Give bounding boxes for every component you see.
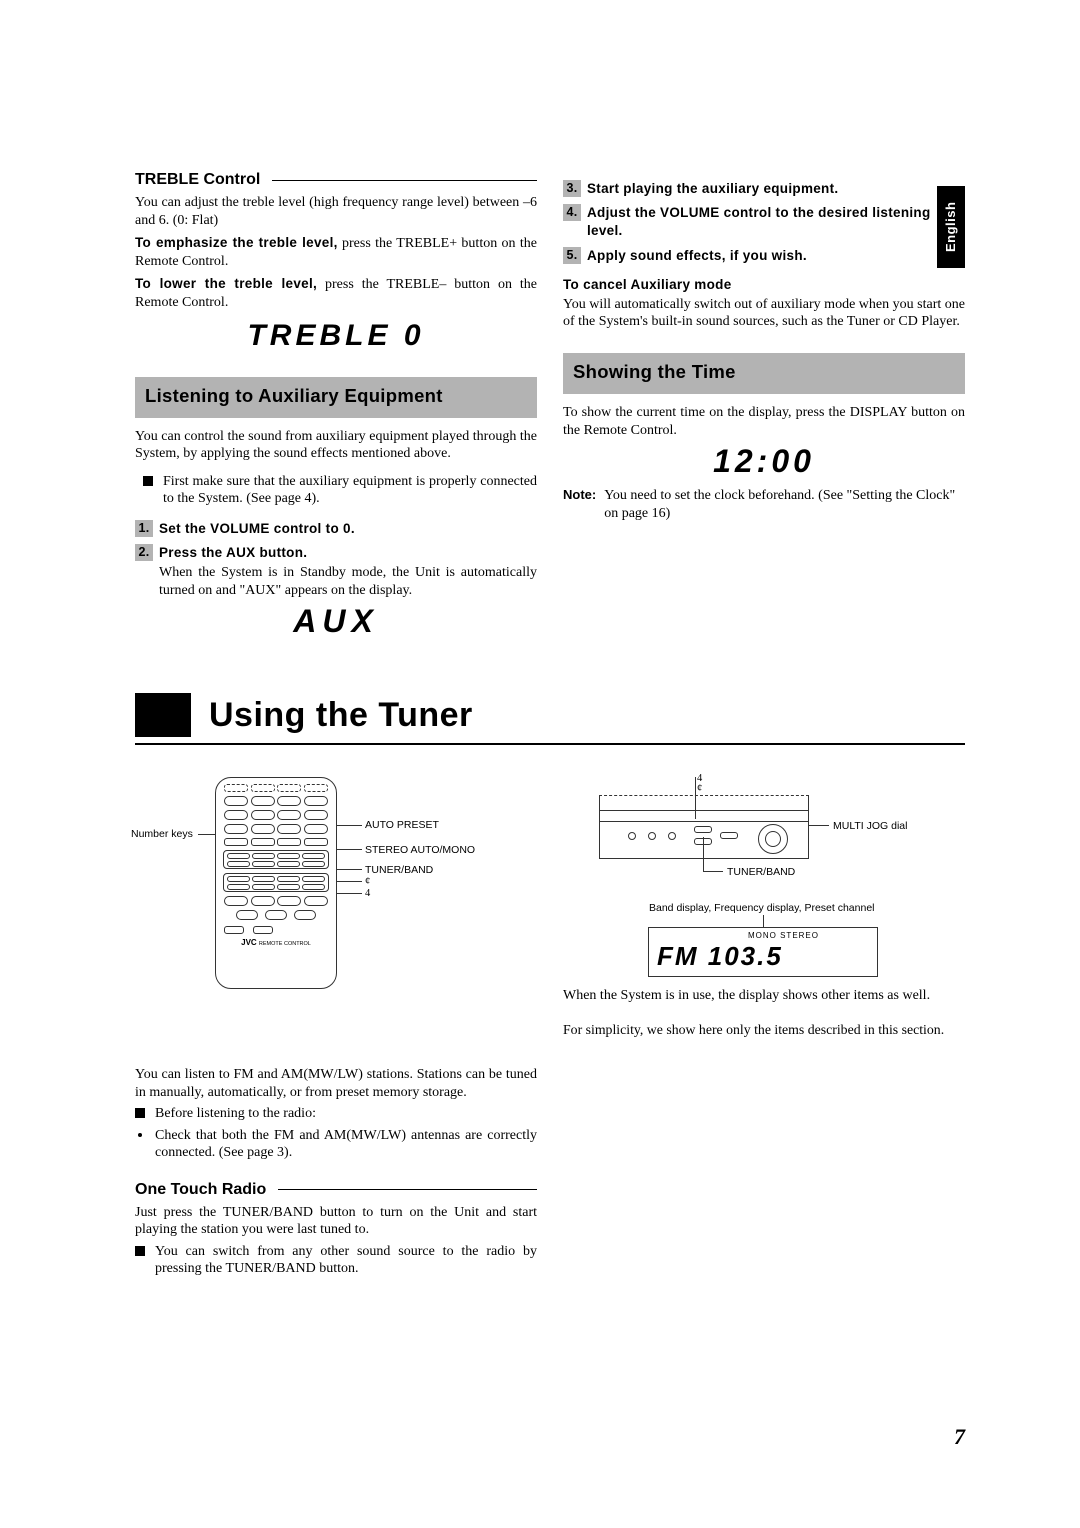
step-3-text: Start playing the auxiliary equipment.: [587, 180, 965, 198]
brand-label: JVC: [241, 938, 257, 947]
unit-body: [599, 795, 809, 859]
step-1: 1. Set the VOLUME control to 0.: [135, 520, 537, 538]
clock-note: Note: You need to set the clock beforeha…: [563, 487, 965, 522]
aux-bullet: First make sure that the auxiliary equip…: [135, 473, 537, 508]
treble-heading: TREBLE Control: [135, 170, 537, 190]
one-touch-heading-text: One Touch Radio: [135, 1180, 266, 1200]
aux-intro: You can control the sound from auxiliary…: [135, 428, 537, 463]
fm-display: FM 103.5: [657, 943, 869, 969]
diag-post-1: When the System is in use, the display s…: [563, 987, 965, 1005]
note-label: Note:: [563, 487, 596, 522]
label-number-keys: Number keys: [131, 829, 193, 841]
remote-diagram: Number keys JVC REMOTE CONTROL AUTO PRES…: [135, 777, 537, 997]
tuner-text-columns: You can listen to FM and AM(MW/LW) stati…: [135, 1066, 965, 1278]
right-column: 3. Start playing the auxiliary equipment…: [563, 170, 965, 641]
treble-display: TREBLE 0: [135, 317, 537, 355]
tuner-b1-text: Before listening to the radio:: [155, 1105, 316, 1123]
cancel-aux-heading: To cancel Auxiliary mode: [563, 277, 965, 294]
step-3: 3. Start playing the auxiliary equipment…: [563, 180, 965, 198]
tuner-b2-text: Check that both the FM and AM(MW/LW) ant…: [155, 1127, 537, 1162]
label-multi-jog: MULTI JOG dial: [833, 821, 907, 833]
multi-jog-dial-icon: [758, 824, 788, 854]
lower-columns: For simplicity, we show here only the it…: [135, 1021, 965, 1040]
treble-intro: You can adjust the treble level (high fr…: [135, 194, 537, 229]
heading-rule: [272, 180, 537, 181]
language-tab: English: [937, 186, 965, 268]
step-2-text: Press the AUX button.: [159, 544, 537, 562]
step-2: 2. Press the AUX button.: [135, 544, 537, 562]
step-5-num: 5.: [563, 247, 581, 264]
tuner-bullet-1: Before listening to the radio:: [135, 1105, 537, 1123]
remote-body: JVC REMOTE CONTROL: [215, 777, 337, 989]
brand-sub: REMOTE CONTROL: [259, 941, 311, 947]
time-heading: Showing the Time: [563, 353, 965, 394]
lcd-box: MONO STEREO FM 103.5: [648, 927, 878, 977]
bullet-square-icon: [135, 1108, 145, 1118]
tuner-right-empty: [563, 1066, 965, 1278]
treble-emph-bold: To emphasize the treble level,: [135, 235, 338, 250]
step-1-text: Set the VOLUME control to 0.: [159, 520, 537, 538]
aux-bullet-text: First make sure that the auxiliary equip…: [163, 473, 537, 508]
treble-emphasize: To emphasize the treble level, press the…: [135, 235, 537, 270]
one-touch-p: Just press the TUNER/BAND button to turn…: [135, 1204, 537, 1239]
chapter-block-icon: [135, 693, 191, 737]
label-stereo: STEREO AUTO/MONO: [365, 845, 475, 857]
chapter-rule: [135, 743, 965, 745]
mono-stereo-tag: MONO STEREO: [748, 931, 819, 941]
diagrams-row: Number keys JVC REMOTE CONTROL AUTO PRES…: [135, 777, 965, 997]
label-up-icon: 4: [365, 888, 370, 900]
tuner-bullet-2: Check that both the FM and AM(MW/LW) ant…: [135, 1127, 537, 1162]
step-4-num: 4.: [563, 204, 581, 221]
step-3-num: 3.: [563, 180, 581, 197]
step-1-num: 1.: [135, 520, 153, 537]
note-text: You need to set the clock beforehand. (S…: [604, 487, 965, 522]
diag-post-2: For simplicity, we show here only the it…: [563, 1021, 965, 1038]
aux-display: AUX: [135, 601, 537, 641]
lower-left: [135, 1021, 537, 1040]
label-tuner-band: TUNER/BAND: [365, 865, 433, 877]
heading-rule: [278, 1189, 537, 1190]
step-2-detail: When the System is in Standby mode, the …: [135, 564, 537, 599]
lead-line: [198, 834, 215, 835]
treble-low-bold: To lower the treble level,: [135, 276, 317, 291]
label-down-icon: ¢: [365, 876, 370, 888]
bullet-square-icon: [135, 1246, 145, 1256]
unit-diagram: 4 ¢ MULTI JOG dial TUNER/BAND Band displ…: [563, 777, 965, 997]
bullet-dot-icon: [138, 1133, 142, 1137]
treble-heading-text: TREBLE Control: [135, 170, 260, 190]
step-5-text: Apply sound effects, if you wish.: [587, 247, 965, 265]
bullet-square-icon: [143, 476, 153, 486]
label-auto-preset: AUTO PRESET: [365, 820, 439, 832]
step-4-text: Adjust the VOLUME control to the desired…: [587, 204, 965, 240]
lower-right: For simplicity, we show here only the it…: [563, 1021, 965, 1040]
treble-lower: To lower the treble level, press the TRE…: [135, 276, 537, 311]
step-2-num: 2.: [135, 544, 153, 561]
aux-heading: Listening to Auxiliary Equipment: [135, 377, 537, 418]
label-tuner-band-2: TUNER/BAND: [727, 867, 795, 879]
one-touch-heading: One Touch Radio: [135, 1180, 537, 1200]
chapter-header: Using the Tuner: [135, 693, 965, 737]
tuner-left: You can listen to FM and AM(MW/LW) stati…: [135, 1066, 537, 1278]
page-number: 7: [954, 1423, 965, 1451]
left-column: TREBLE Control You can adjust the treble…: [135, 170, 537, 641]
tuner-intro: You can listen to FM and AM(MW/LW) stati…: [135, 1066, 537, 1101]
upper-columns: TREBLE Control You can adjust the treble…: [135, 170, 965, 641]
one-touch-b-text: You can switch from any other sound sour…: [155, 1243, 537, 1278]
step-5: 5. Apply sound effects, if you wish.: [563, 247, 965, 265]
clock-display: 12:00: [563, 441, 965, 481]
caption-lcd: Band display, Frequency display, Preset …: [649, 903, 875, 915]
label-down-icon-2: ¢: [697, 783, 702, 795]
time-intro: To show the current time on the display,…: [563, 404, 965, 439]
chapter-title: Using the Tuner: [209, 694, 473, 737]
cancel-aux-text: You will automatically switch out of aux…: [563, 296, 965, 331]
one-touch-bullet: You can switch from any other sound sour…: [135, 1243, 537, 1278]
step-4: 4. Adjust the VOLUME control to the desi…: [563, 204, 965, 240]
